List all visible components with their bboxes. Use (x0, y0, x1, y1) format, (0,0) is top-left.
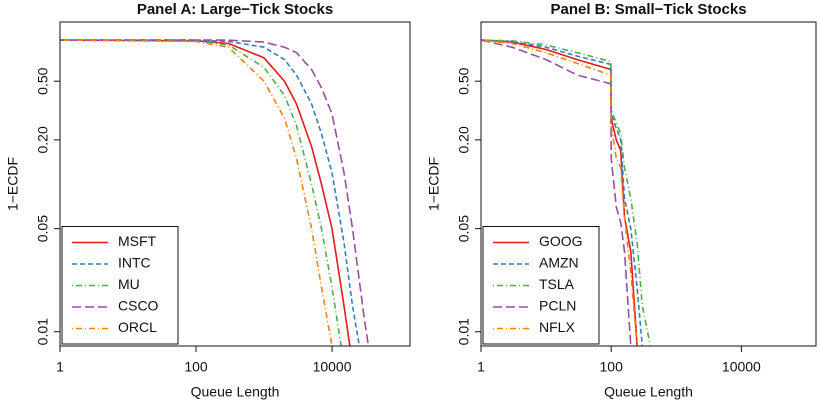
series-line (60, 39, 351, 346)
panel: Panel A: Large−Tick Stocks Queue Length 1−… (5, 1, 411, 400)
series-line (60, 39, 370, 346)
x-axis-label: Queue Length (604, 384, 693, 400)
y-axis-label: 1−ECDF (426, 157, 442, 211)
legend-label: AMZN (539, 255, 579, 271)
series-line (60, 39, 361, 346)
y-tick-label: 0.01 (35, 318, 51, 345)
series-line (60, 39, 342, 346)
legend-label: ORCL (118, 319, 157, 335)
x-axis-label: Queue Length (191, 384, 280, 400)
legend-label: NFLX (539, 319, 575, 335)
plot-frame (59, 21, 411, 347)
x-tick-label: 100 (184, 359, 208, 375)
legend-label: CSCO (118, 298, 159, 314)
series-line (60, 39, 333, 346)
legend-label: TSLA (539, 276, 575, 292)
y-tick-label: 0.20 (456, 126, 472, 153)
legend-label: PCLN (539, 298, 576, 314)
legend-label: INTC (118, 255, 151, 271)
y-tick-label: 0.05 (35, 215, 51, 242)
y-axis-label: 1−ECDF (5, 157, 21, 211)
x-tick-label: 10000 (722, 359, 761, 375)
chart-title: Panel B: Small−Tick Stocks (550, 1, 746, 18)
x-tick-label: 100 (600, 359, 624, 375)
legend-label: MU (118, 276, 140, 292)
x-tick-label: 1 (477, 359, 485, 375)
y-tick-label: 0.50 (35, 67, 51, 94)
series-line (481, 39, 644, 346)
series-line (481, 39, 632, 346)
y-tick-label: 0.20 (35, 126, 51, 153)
y-tick-label: 0.50 (456, 67, 472, 94)
legend-label: MSFT (118, 233, 157, 249)
plot-frame (480, 21, 817, 347)
x-tick-label: 1 (56, 359, 64, 375)
panel: Panel B: Small−Tick Stocks Queue Length 1−… (426, 1, 817, 400)
y-tick-label: 0.05 (456, 215, 472, 242)
chart-title: Panel A: Large−Tick Stocks (137, 1, 333, 18)
y-tick-label: 0.01 (456, 318, 472, 345)
series-line (481, 39, 652, 346)
x-tick-label: 10000 (313, 359, 352, 375)
legend-label: GOOG (539, 233, 583, 249)
